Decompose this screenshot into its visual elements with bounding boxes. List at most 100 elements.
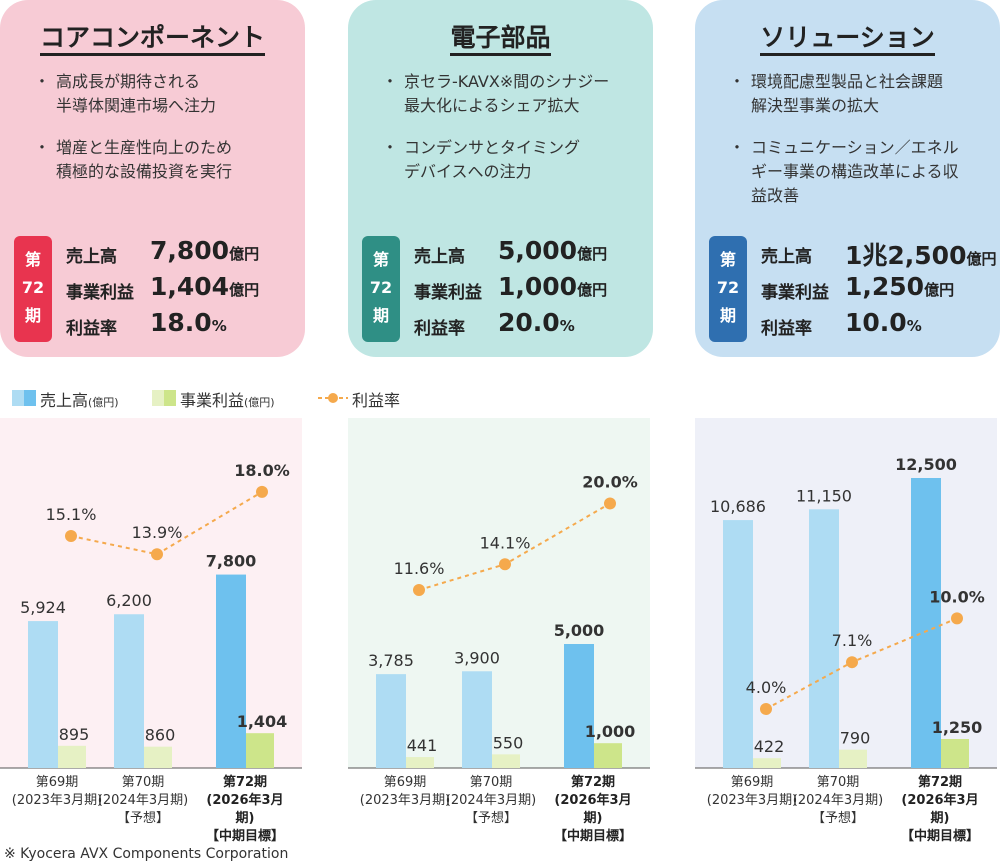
label-profit: 1,250	[932, 718, 983, 737]
bar-sales	[723, 520, 753, 768]
segment-card-core: コアコンポーネント 高成長が期待される 半導体関連市場へ注力 増産と生産性向上の…	[0, 0, 305, 357]
segment-bullets: 京セラ-KAVX※間のシナジー 最大化によるシェア拡大 コンデンサとタイミング …	[382, 70, 639, 202]
margin-point	[846, 656, 858, 669]
margin-point	[951, 612, 963, 625]
label-sales: 5,924	[20, 598, 66, 617]
legend-swatch-profit	[152, 390, 176, 406]
bar-profit	[594, 743, 622, 768]
x-tick-label: 第69期 (2023年3月期)	[359, 775, 451, 808]
footnote: ※ Kyocera AVX Components Corporation	[4, 846, 289, 862]
label-profit: 860	[145, 726, 176, 745]
label-profit: 550	[493, 733, 524, 752]
chart-core: 5,924 895 6,200 860 7,800 1,404 15.1% 13.9% 18.0…	[0, 461, 302, 769]
chart-panel-core: 5,924 895 6,200 860 7,800 1,404 15.1% 13.9% 18.0…	[0, 418, 302, 769]
x-axis-labels-core: 第69期 (2023年3月期) 第70期 (2024年3月期) 【予想】 第72期 …	[0, 774, 302, 844]
x-tick-label: 第70期 (2024年3月期) 【予想】	[97, 775, 189, 826]
label-margin: 4.0%	[746, 678, 787, 697]
kpi-margin: 利益率 20.0%	[414, 308, 575, 339]
bar-profit	[58, 745, 86, 768]
kpi-margin: 利益率 10.0%	[761, 308, 922, 339]
margin-point	[760, 703, 772, 715]
kpi-sales: 売上高 7,800億円	[66, 236, 260, 267]
bar-profit	[839, 749, 867, 768]
kpi-sales: 売上高 5,000億円	[414, 236, 608, 267]
kpi-sales: 売上高 1兆2,500億円	[761, 241, 997, 270]
kpi-profit: 事業利益 1,000億円	[414, 272, 608, 303]
label-margin: 11.6%	[394, 559, 445, 578]
label-profit: 422	[754, 737, 785, 756]
bar-profit	[753, 758, 781, 768]
label-sales: 11,150	[796, 486, 852, 505]
segment-bullets: 高成長が期待される 半導体関連市場へ注力 増産と生産性向上のため 積極的な設備投…	[34, 70, 291, 202]
label-sales: 7,800	[206, 552, 257, 571]
bullet-item: 高成長が期待される 半導体関連市場へ注力	[34, 70, 291, 118]
bullet-item: コンデンサとタイミング デバイスへの注力	[382, 136, 639, 184]
bar-sales	[216, 574, 246, 768]
x-tick-label: 第70期 (2024年3月期) 【予想】	[792, 775, 884, 826]
bar-sales	[462, 671, 492, 768]
label-margin: 15.1%	[46, 505, 97, 524]
legend-swatch-sales	[12, 390, 36, 406]
bar-profit	[941, 739, 969, 768]
bar-profit	[492, 754, 520, 768]
label-profit: 1,000	[585, 722, 636, 741]
label-sales: 3,900	[454, 648, 500, 667]
label-margin: 18.0%	[234, 461, 290, 480]
x-tick-label: 第72期 (2026年3月期) 【中期目標】	[900, 775, 979, 844]
label-sales: 12,500	[895, 455, 957, 474]
segment-card-solution: ソリューション 環境配慮型製品と社会課題 解決型事業の拡大 コミュニケーション／…	[695, 0, 1000, 357]
label-margin: 20.0%	[582, 472, 638, 491]
label-sales: 5,000	[554, 621, 605, 640]
kpi-profit: 事業利益 1,404億円	[66, 272, 260, 303]
bar-sales	[114, 614, 144, 768]
bar-sales	[911, 478, 941, 768]
kpi-profit: 事業利益 1,250億円	[761, 272, 955, 303]
segment-title: 電子部品	[450, 23, 551, 56]
kpi-list: 売上高 7,800億円 事業利益 1,404億円 利益率 18.0%	[66, 236, 291, 344]
margin-point	[65, 530, 77, 542]
margin-point	[151, 548, 163, 561]
segment-title: ソリューション	[760, 23, 935, 56]
legend-line-margin	[318, 393, 348, 403]
chart-electronic: 3,785 441 3,900 550 5,000 1,000 11.6% 14.1% 20.0…	[348, 472, 650, 769]
chart-panel-electronic: 3,785 441 3,900 550 5,000 1,000 11.6% 14.1% 20.0…	[348, 418, 650, 769]
x-tick-label: 第69期 (2023年3月期)	[11, 775, 103, 808]
chart-solution: 10,686 422 11,150 790 12,500 1,250 4.0% 7.1% 10.…	[695, 455, 997, 769]
label-margin: 7.1%	[832, 631, 873, 650]
x-axis-labels-electronic: 第69期 (2023年3月期) 第70期 (2024年3月期) 【予想】 第72期 …	[348, 774, 650, 844]
bar-profit	[144, 746, 172, 768]
x-tick-label: 第72期 (2026年3月期) 【中期目標】	[205, 775, 284, 844]
bar-sales	[564, 644, 594, 768]
kpi-margin: 利益率 18.0%	[66, 308, 227, 339]
label-profit: 790	[840, 729, 871, 748]
label-profit: 895	[59, 725, 90, 744]
label-sales: 3,785	[368, 651, 414, 670]
margin-point	[256, 485, 268, 498]
bar-profit	[246, 733, 274, 768]
bar-sales	[376, 674, 406, 768]
label-profit: 441	[407, 736, 438, 755]
label-margin: 10.0%	[929, 587, 985, 606]
period-badge: 第 72 期	[709, 236, 747, 342]
kpi-list: 売上高 5,000億円 事業利益 1,000億円 利益率 20.0%	[414, 236, 639, 344]
x-tick-label: 第70期 (2024年3月期) 【予想】	[445, 775, 537, 826]
margin-point	[604, 497, 616, 510]
x-tick-label: 第69期 (2023年3月期)	[706, 775, 798, 808]
bar-profit	[406, 757, 434, 768]
bar-sales	[809, 509, 839, 768]
label-sales: 10,686	[710, 497, 766, 516]
segment-title: コアコンポーネント	[39, 23, 265, 56]
segment-card-electronic: 電子部品 京セラ-KAVX※間のシナジー 最大化によるシェア拡大 コンデンサとタ…	[348, 0, 653, 357]
margin-point	[413, 584, 425, 596]
period-badge: 第 72 期	[362, 236, 400, 342]
x-tick-label: 第72期 (2026年3月期) 【中期目標】	[553, 775, 632, 844]
segment-bullets: 環境配慮型製品と社会課題 解決型事業の拡大 コミュニケーション／エネル ギー事業…	[729, 70, 986, 226]
x-axis-labels-solution: 第69期 (2023年3月期) 第70期 (2024年3月期) 【予想】 第72期 …	[695, 774, 997, 844]
chart-panel-solution: 10,686 422 11,150 790 12,500 1,250 4.0% 7.1% 10.…	[695, 418, 997, 769]
margin-line	[70, 491, 263, 556]
bullet-item: コミュニケーション／エネル ギー事業の構造改革による収 益改善	[729, 136, 986, 208]
period-badge: 第 72 期	[14, 236, 52, 342]
label-margin: 14.1%	[480, 533, 531, 552]
label-margin: 13.9%	[132, 523, 183, 542]
bar-sales	[28, 621, 58, 768]
